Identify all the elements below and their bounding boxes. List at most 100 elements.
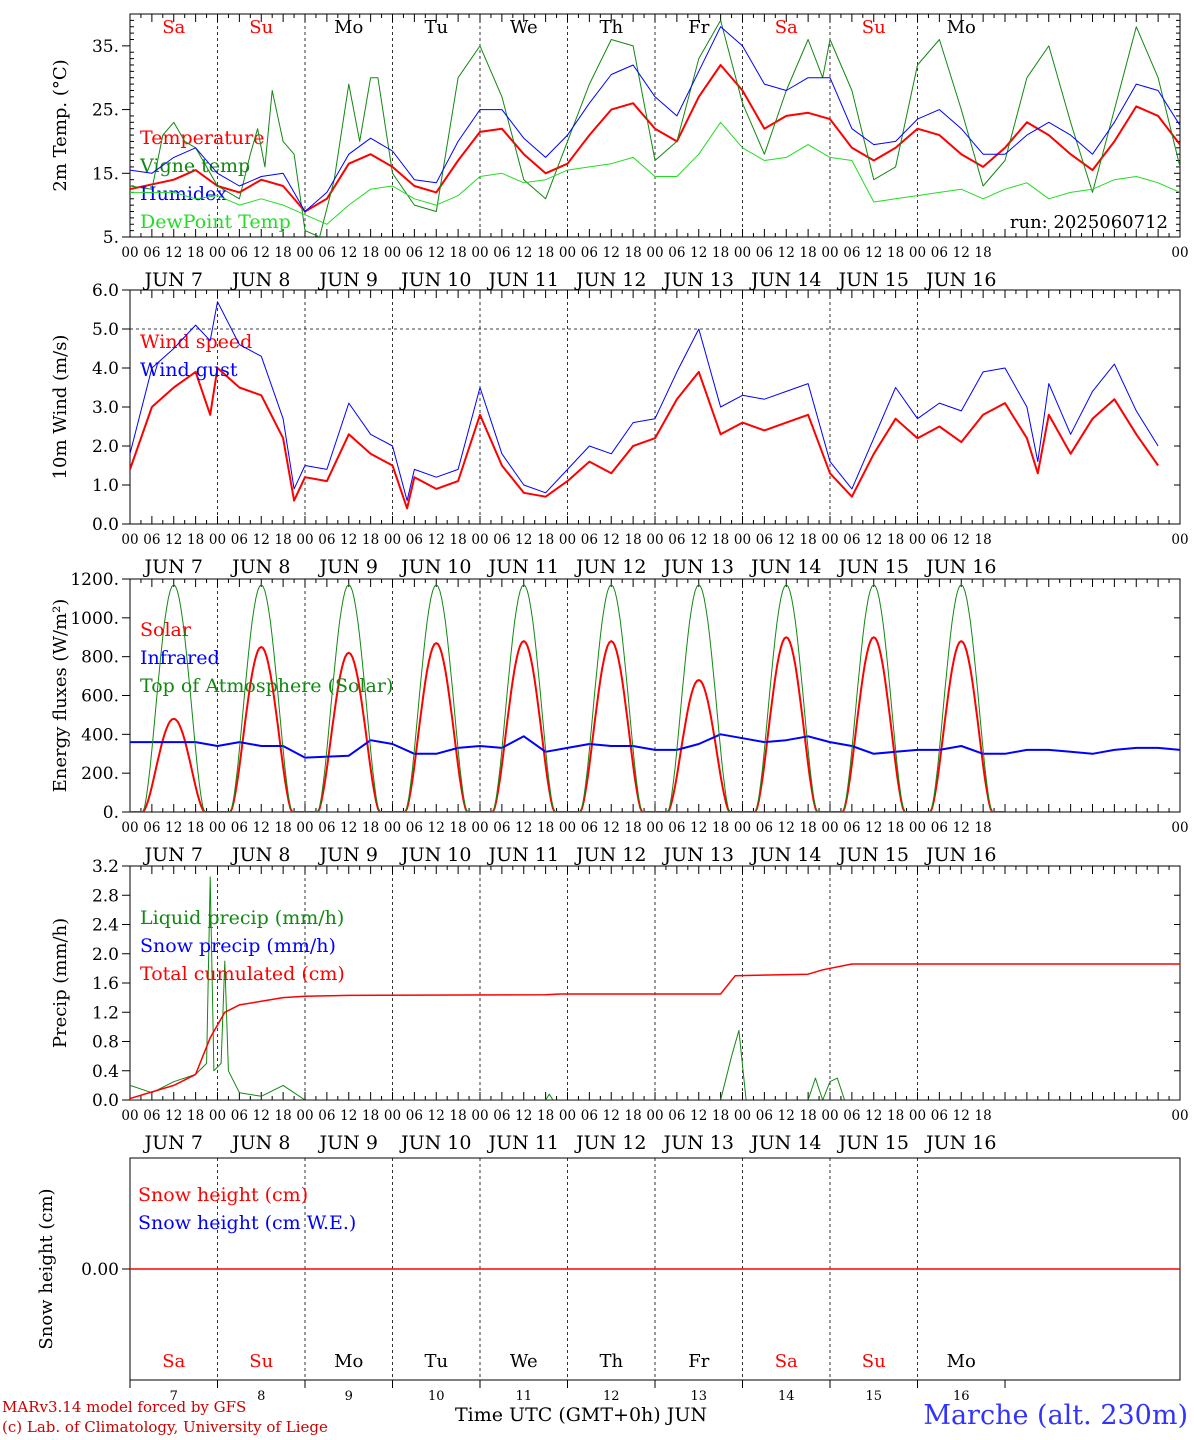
hour-label: 12: [953, 1108, 970, 1124]
y-tick-label: 4.0: [92, 359, 119, 379]
hour-label: 06: [318, 820, 335, 836]
x-axis-title: Time UTC (GMT+0h) JUN: [455, 1404, 707, 1426]
hour-label: 00: [646, 245, 663, 261]
date-label: JUN 14: [749, 556, 821, 578]
hour-label: 06: [406, 532, 423, 548]
hour-label: 00: [121, 245, 138, 261]
hour-label: 06: [143, 820, 160, 836]
hour-label: 12: [690, 820, 707, 836]
weekday-label: Sa: [162, 17, 185, 38]
hour-label: 18: [712, 532, 729, 548]
hour-label: 12: [165, 1108, 182, 1124]
hour-label: 18: [362, 532, 379, 548]
hour-label: 00: [821, 1108, 838, 1124]
legend-entry: Infrared: [140, 647, 220, 669]
date-label: JUN 10: [399, 556, 471, 578]
hour-label: 12: [340, 532, 357, 548]
weekday-label: Tu: [424, 1351, 448, 1372]
date-label: JUN 15: [837, 1132, 909, 1154]
legend-entry: Snow precip (mm/h): [140, 935, 336, 957]
date-label: JUN 16: [924, 1132, 996, 1154]
legend-entry: Wind gust: [140, 359, 238, 381]
date-label: JUN 9: [318, 844, 378, 866]
y-axis-label: 10m Wind (m/s): [50, 335, 71, 480]
y-tick-label: 35.: [92, 37, 119, 57]
legend-entry: Humidex: [140, 183, 227, 205]
y-tick-label: 2.0: [92, 945, 119, 965]
weekday-label: Tu: [424, 17, 448, 38]
hour-label: 00: [296, 820, 313, 836]
hour-label: 18: [800, 245, 817, 261]
hour-label: 00: [646, 532, 663, 548]
weekday-label: Sa: [775, 1351, 798, 1372]
hour-label: 18: [800, 532, 817, 548]
hour-label: 00: [1171, 245, 1188, 261]
date-label: JUN 12: [574, 844, 646, 866]
hour-label: 18: [625, 245, 642, 261]
hour-label: 00: [909, 820, 926, 836]
date-label: JUN 14: [749, 1132, 821, 1154]
y-tick-label: 0.0: [92, 515, 119, 535]
hour-label: 12: [428, 532, 445, 548]
panel-5: 0.00 Snow height (cm) Snow height (cm) Snow…: [36, 1157, 1181, 1404]
hour-label: 18: [887, 245, 904, 261]
y-tick-label: 0.8: [92, 1033, 119, 1053]
hour-label: 18: [275, 820, 292, 836]
date-label: JUN 12: [574, 269, 646, 291]
weekday-label: Mo: [334, 1351, 363, 1372]
hour-label: 06: [756, 1108, 773, 1124]
hour-label: 12: [603, 1108, 620, 1124]
date-label: JUN 11: [487, 1132, 559, 1154]
hour-label: 00: [1171, 820, 1188, 836]
hour-label: 12: [515, 820, 532, 836]
plot-frame: [129, 13, 1181, 238]
hour-label: 06: [843, 245, 860, 261]
hour-label: 12: [778, 245, 795, 261]
hour-label: 12: [953, 245, 970, 261]
y-tick-label: 1.2: [92, 1003, 119, 1023]
hour-label: 18: [450, 245, 467, 261]
date-label: JUN 14: [749, 269, 821, 291]
hour-label: 00: [909, 245, 926, 261]
y-axis-label: Snow height (cm): [36, 1188, 57, 1349]
date-label: JUN 9: [318, 1132, 378, 1154]
hour-label: 00: [384, 245, 401, 261]
series-line-wind-gust: [130, 301, 1159, 502]
hour-label: 18: [537, 1108, 554, 1124]
hour-label: 00: [1171, 532, 1188, 548]
hour-label: 18: [975, 820, 992, 836]
hour-label: 18: [537, 532, 554, 548]
hour-label: 06: [931, 245, 948, 261]
date-label: JUN 8: [230, 269, 290, 291]
date-label: JUN 7: [143, 1132, 203, 1154]
series-line-solar: [130, 636, 1005, 812]
hour-label: 06: [143, 532, 160, 548]
hour-label: 00: [121, 1108, 138, 1124]
panel-2: 0.0 1.0 2.0 3.0 4.0 5.0 6.0 10m Wind (m/s) Wind …: [50, 281, 1189, 578]
hour-label: 06: [318, 1108, 335, 1124]
hour-label: 18: [187, 820, 204, 836]
hour-label: 12: [428, 245, 445, 261]
hour-label: 06: [843, 1108, 860, 1124]
legend-entry: Vigne temp: [139, 155, 250, 177]
hour-label: 06: [668, 532, 685, 548]
date-label: JUN 11: [487, 269, 559, 291]
hour-label: 12: [865, 532, 882, 548]
weekday-label: We: [510, 1351, 538, 1372]
hour-label: 00: [559, 245, 576, 261]
y-tick-label: 3.0: [92, 398, 119, 418]
hour-label: 18: [187, 1108, 204, 1124]
hour-label: 18: [625, 532, 642, 548]
hour-label: 12: [165, 820, 182, 836]
y-tick-label: 2.8: [92, 886, 119, 906]
hour-label: 00: [821, 245, 838, 261]
hour-label: 12: [690, 1108, 707, 1124]
date-label: JUN 11: [487, 844, 559, 866]
hour-label: 06: [493, 1108, 510, 1124]
day-number-label: 11: [515, 1389, 532, 1404]
hour-label: 00: [209, 245, 226, 261]
hour-label: 12: [515, 245, 532, 261]
hour-label: 06: [231, 532, 248, 548]
day-number-label: 8: [257, 1389, 265, 1404]
hour-label: 12: [690, 532, 707, 548]
